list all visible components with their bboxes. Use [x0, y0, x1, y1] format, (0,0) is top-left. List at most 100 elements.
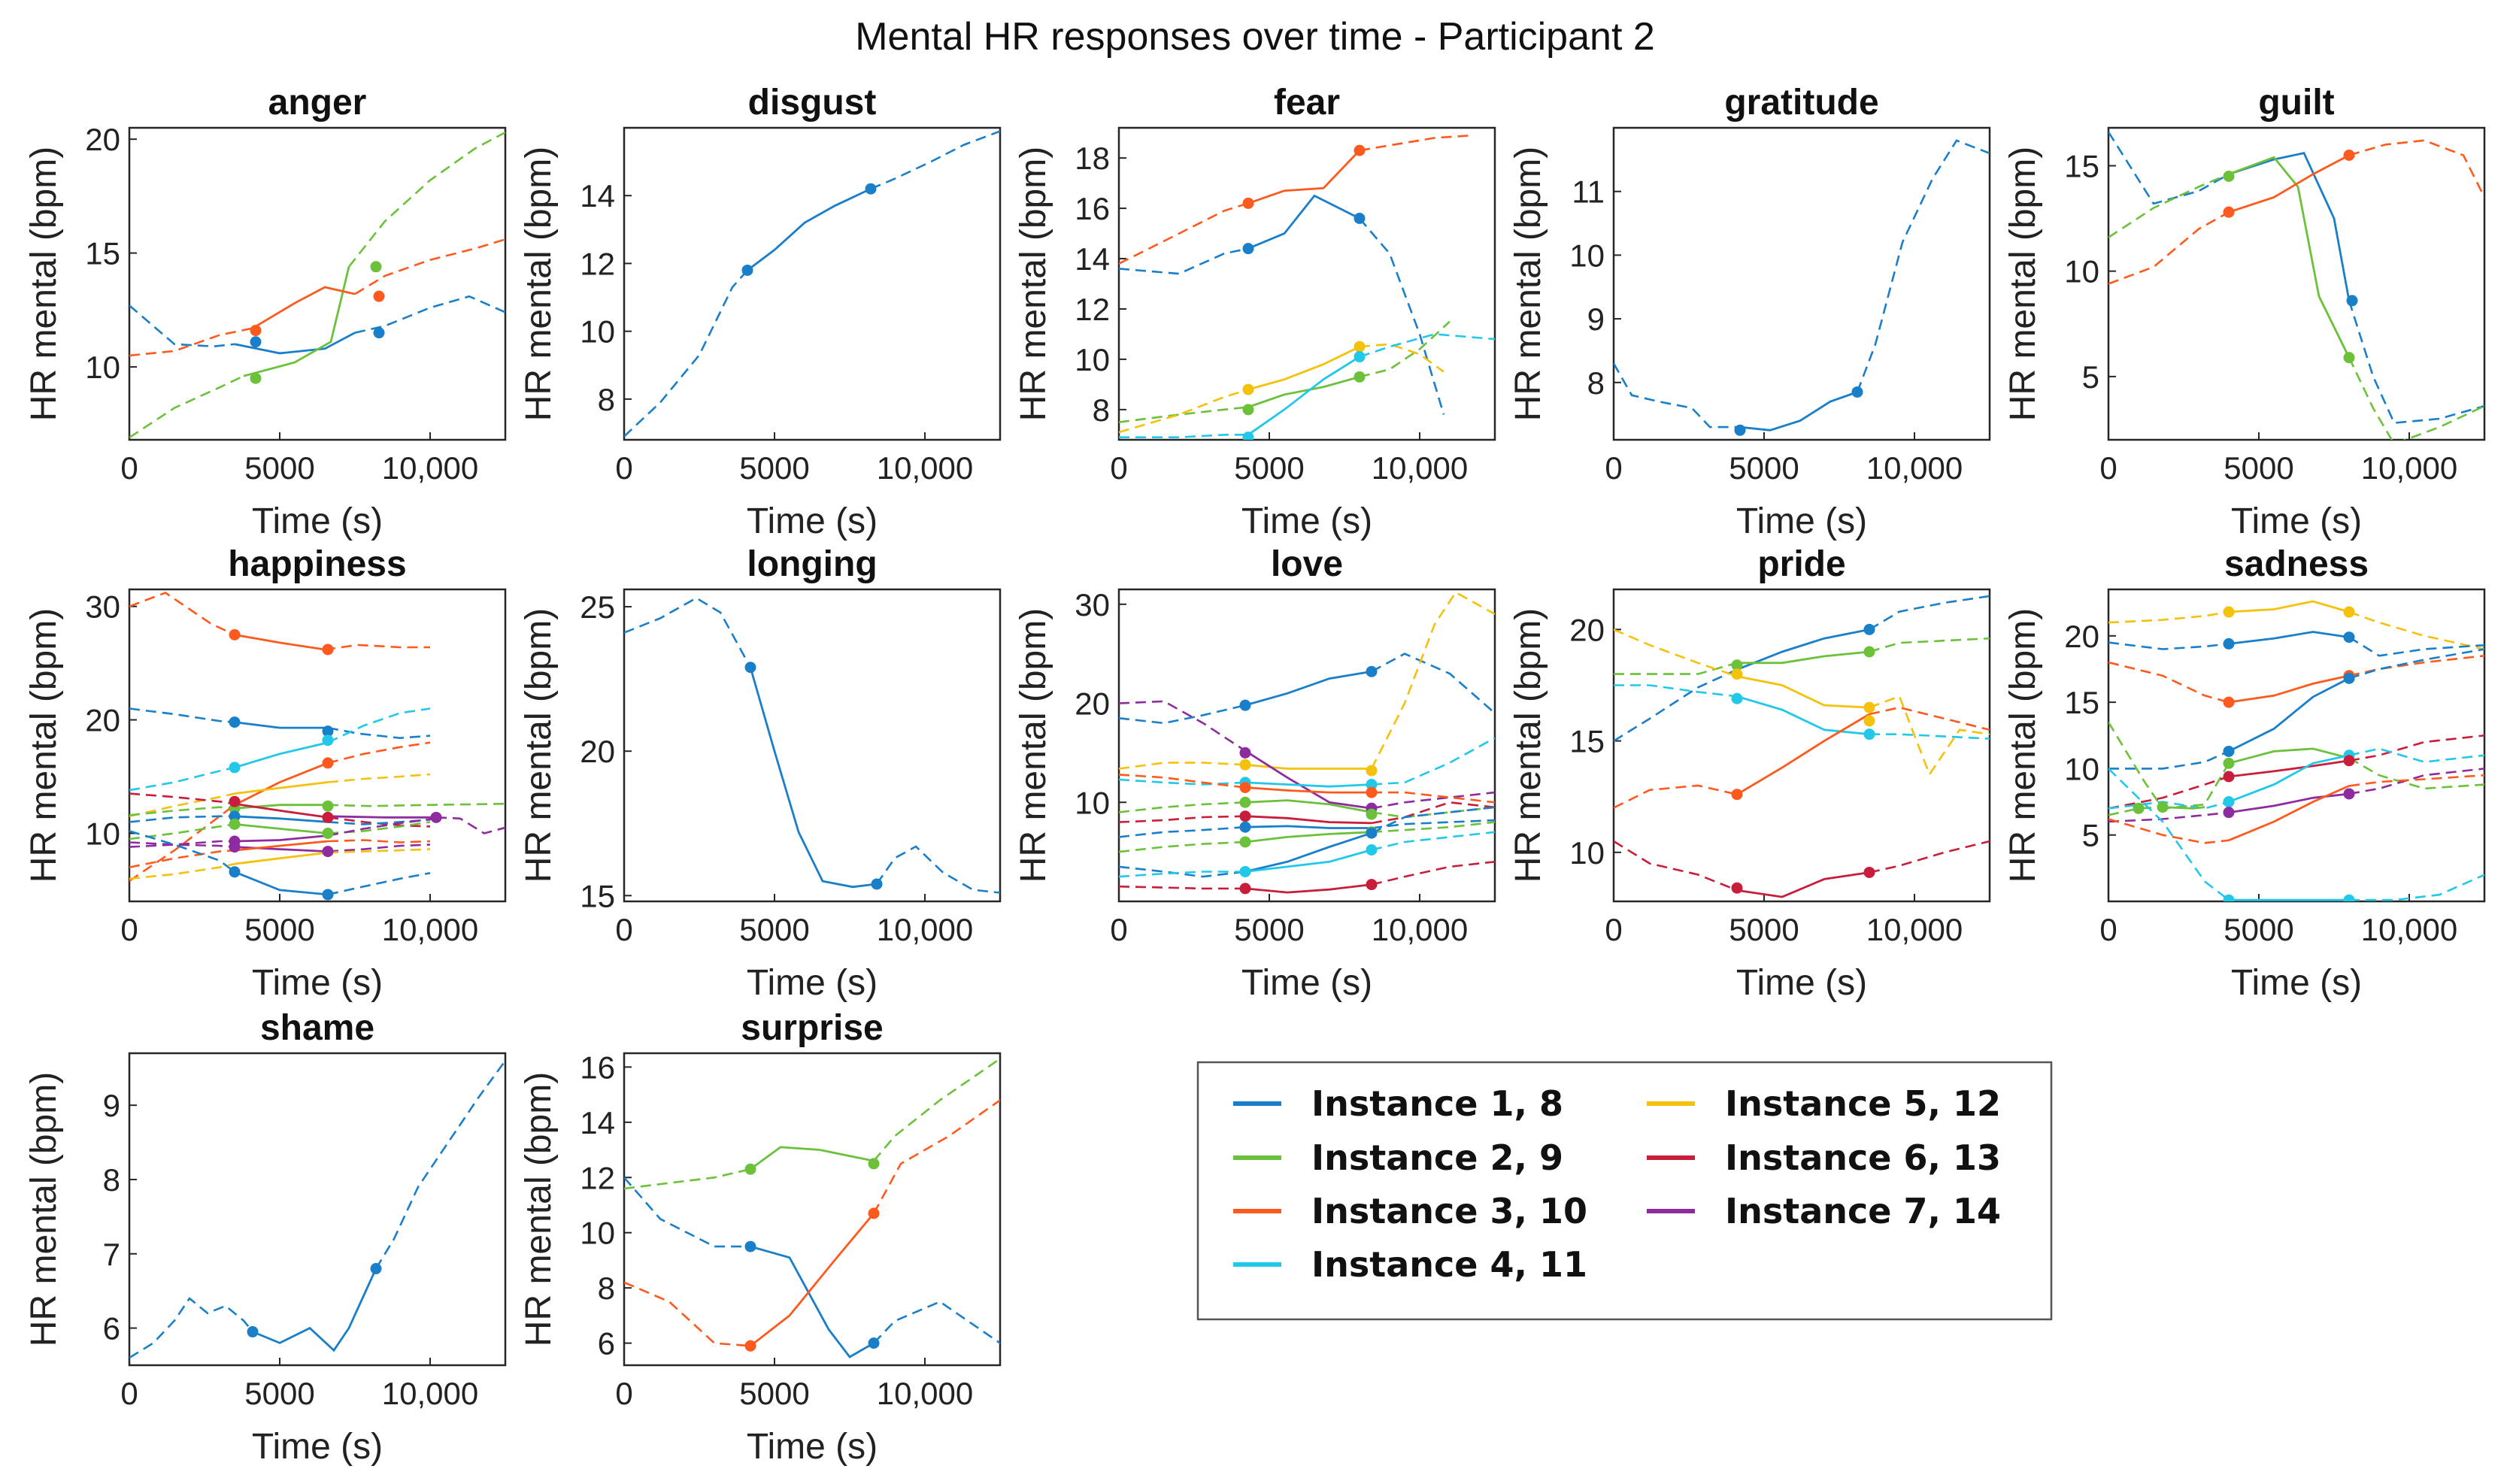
series-line-active: [1244, 815, 1372, 825]
series-line-post: [2348, 300, 2484, 424]
series-line-pre: [1119, 433, 1248, 439]
series-marker: [744, 1240, 756, 1252]
series-marker: [1731, 789, 1743, 801]
series-line-pre: [129, 806, 235, 816]
series-line-post: [435, 816, 505, 834]
y-axis-label: HR mental (bpm): [1014, 147, 1053, 421]
x-axis-label: Time (s): [747, 1427, 878, 1467]
subplot-love: love 0 5000 10,000 10 20 30 Time (s) HR mental (…: [1014, 544, 1496, 1003]
series-marker: [1239, 810, 1251, 822]
series-line-post: [1371, 806, 1495, 834]
y-tick-label: 20: [1569, 612, 1605, 647]
x-tick-label: 0: [1605, 450, 1622, 486]
series-marker: [1366, 843, 1378, 856]
series-line-active: [2228, 785, 2350, 842]
series-line-active: [234, 802, 329, 819]
series-marker: [373, 327, 385, 339]
series-marker: [2223, 807, 2235, 819]
series-marker: [370, 261, 382, 273]
x-tick-label: 0: [2099, 912, 2117, 947]
series-marker: [2343, 149, 2355, 161]
series-line-active: [1244, 849, 1372, 873]
series-line-active: [1244, 831, 1372, 843]
series-line-active: [2228, 674, 2350, 704]
legend-entry: Instance 7, 14: [1647, 1191, 2001, 1231]
series-marker: [2223, 757, 2235, 769]
x-axis-label: Time (s): [1736, 963, 1867, 1003]
x-tick-label: 10,000: [1866, 450, 1963, 486]
series-group: [1119, 591, 1495, 895]
legend-label: Instance 7, 14: [1725, 1191, 2001, 1231]
series-marker: [2343, 606, 2355, 618]
legend-label: Instance 2, 9: [1311, 1137, 1563, 1178]
series-line-active: [2228, 759, 2350, 778]
subplot-title: longing: [747, 544, 877, 584]
y-tick-label: 8: [1093, 392, 1110, 428]
legend-entry: Instance 4, 11: [1233, 1244, 1587, 1285]
series-line-pre: [129, 862, 235, 880]
series-marker: [322, 644, 334, 656]
x-axis-label: Time (s): [1241, 963, 1372, 1003]
subplot-gratitude: gratitude 0 5000 10,000 8 9 10 11 Time (s) HR men…: [1508, 83, 1991, 541]
series-line-post: [1371, 791, 1495, 810]
series-line-post: [1371, 737, 1495, 786]
series-line-pre: [129, 707, 235, 723]
series-line-active: [234, 871, 329, 896]
series-line-post: [1359, 320, 1451, 378]
series-marker: [322, 827, 334, 839]
series-line-post: [354, 238, 505, 295]
series-line-pre: [129, 375, 244, 439]
legend-entry: Instance 1, 8: [1233, 1083, 1563, 1124]
x-tick-label: 10,000: [1866, 912, 1963, 947]
x-tick-label: 0: [1110, 912, 1127, 947]
series-line-post: [2348, 636, 2484, 657]
series-line-active: [750, 1213, 875, 1347]
series-line-active: [252, 286, 356, 329]
series-marker: [1239, 747, 1251, 759]
plot-frame: [128, 1052, 507, 1367]
series-line-pre: [1119, 778, 1246, 786]
y-tick-label: 7: [103, 1237, 120, 1272]
series-marker: [871, 878, 883, 890]
series-marker: [2223, 696, 2235, 708]
series-line-post: [1869, 595, 1990, 631]
x-tick-label: 5000: [2224, 450, 2293, 486]
y-tick-label: 30: [1075, 587, 1110, 622]
series-line-active: [234, 634, 326, 651]
series-line-pre: [1614, 840, 1738, 892]
y-tick-label: 10: [85, 350, 120, 385]
series-line-active: [234, 741, 329, 769]
legend-entry: Instance 5, 12: [1647, 1083, 2001, 1124]
series-line-active: [750, 1245, 875, 1358]
series-marker: [1863, 623, 1875, 635]
series-marker: [1863, 715, 1875, 727]
series-line-post: [2348, 648, 2484, 680]
series-line-active: [234, 834, 329, 843]
series-line-pre: [624, 596, 752, 668]
subplot-fear: fear 0 5000 10,000 8 10 12 14 16 18 Time (s) HR men…: [1014, 83, 1496, 541]
series-marker: [1242, 404, 1254, 416]
series-line-post: [2349, 874, 2484, 901]
series-line-pre: [129, 792, 235, 805]
x-tick-label: 5000: [739, 912, 809, 947]
series-line-pre: [1119, 704, 1246, 725]
series-marker: [1242, 383, 1254, 395]
series-line-pre: [2108, 801, 2230, 810]
y-axis-label: HR mental (bpm): [519, 1072, 559, 1346]
series-line-pre: [129, 830, 235, 873]
series-line-post: [327, 741, 431, 765]
y-tick-label: 5: [2082, 818, 2099, 853]
subplot-title: happiness: [228, 544, 406, 584]
y-tick-label: 20: [85, 122, 120, 157]
x-tick-label: 5000: [2224, 912, 2293, 947]
series-line-post: [327, 848, 431, 854]
series-line-post: [374, 1060, 505, 1270]
series-marker: [1851, 386, 1863, 398]
series-marker: [2223, 796, 2235, 808]
plot-frame: [1117, 126, 1496, 441]
series-line-post: [327, 817, 437, 837]
subplot-title: shame: [260, 1008, 374, 1048]
series-line-active: [1736, 713, 1870, 795]
series-marker: [1239, 836, 1251, 848]
